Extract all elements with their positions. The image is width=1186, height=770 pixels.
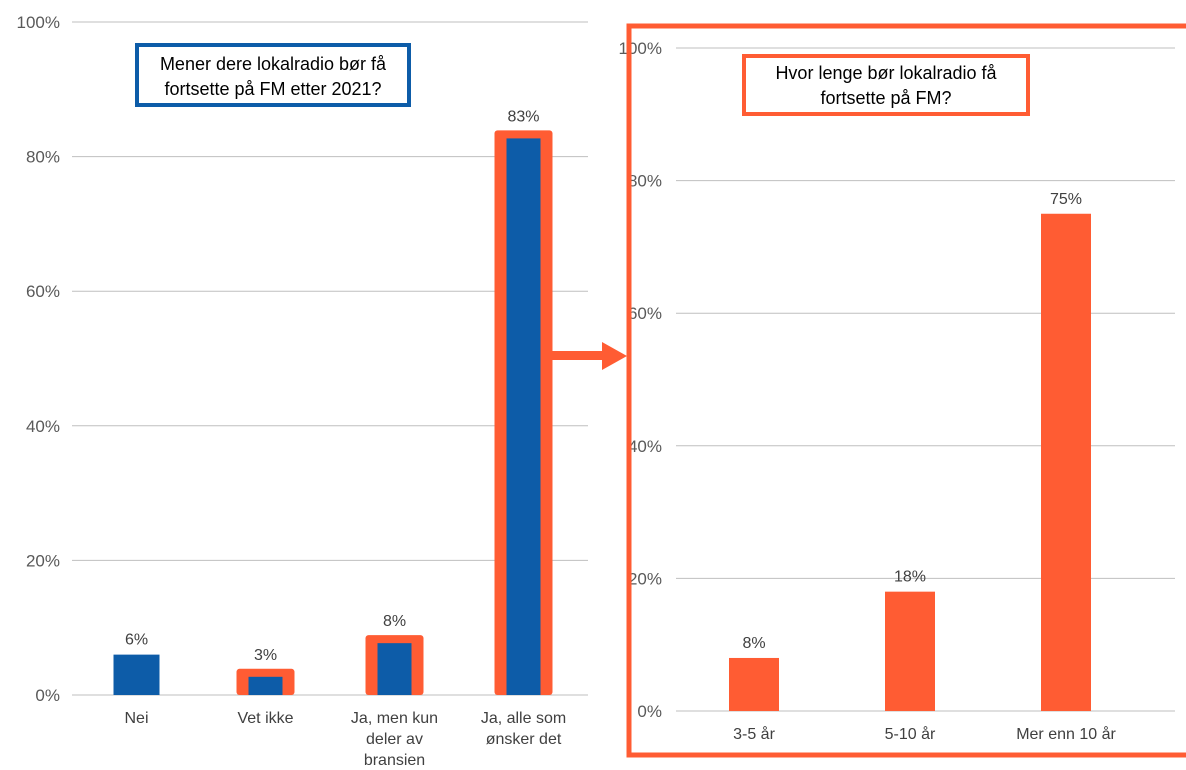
data-label: 8% — [383, 613, 406, 630]
arrow-shaft — [552, 351, 604, 360]
x-tick-label: ønsker det — [486, 731, 562, 748]
chart-panel-2: 0% 20% 40% 60% 80% 100% 8% 3-5 år 18% 5-10 år 75% M… — [619, 39, 1175, 743]
chart-panel-1: 0% 20% 40% 60% 80% 100% 6% Nei 3% Vet ikke 8% Ja, m… — [17, 13, 588, 769]
chart-title-line: Mener dere lokalradio bør få — [160, 54, 387, 74]
data-label: 75% — [1050, 191, 1082, 208]
y-tick-label: 80% — [26, 148, 60, 167]
bar — [729, 657, 779, 711]
x-tick-label: bransjen — [364, 752, 425, 765]
x-tick-label: Ja, men kun — [351, 710, 438, 727]
y-tick-label: 0% — [637, 702, 662, 721]
data-label: 8% — [742, 635, 765, 652]
highlight-frame — [626, 23, 1186, 758]
arrow-head — [602, 342, 627, 370]
x-tick-label: Vet ikke — [237, 710, 293, 727]
bar — [506, 138, 541, 695]
bar — [248, 676, 283, 695]
chart-title-line: Hvor lenge bør lokalradio få — [775, 63, 997, 83]
x-tick-label: Mer enn 10 år — [1016, 725, 1116, 743]
y-tick-label: 60% — [26, 282, 60, 301]
chart-title-line: fortsette på FM etter 2021? — [164, 79, 381, 99]
y-tick-label: 40% — [26, 417, 60, 436]
y-tick-label: 20% — [26, 551, 60, 570]
chart-title-line: fortsette på FM? — [820, 88, 951, 108]
x-tick-label: Nei — [124, 710, 148, 727]
data-label: 3% — [254, 647, 277, 664]
bar — [377, 643, 412, 695]
y-tick-label: 20% — [628, 569, 662, 588]
x-tick-label: deler av — [366, 731, 423, 748]
data-label: 6% — [125, 632, 148, 649]
arrow-icon — [552, 342, 627, 370]
y-tick-label: 0% — [35, 686, 60, 705]
y-tick-label: 60% — [628, 304, 662, 323]
y-tick-label: 100% — [619, 39, 662, 58]
bar — [1041, 213, 1091, 711]
data-label: 83% — [507, 108, 539, 125]
bar — [885, 591, 935, 711]
y-tick-label: 40% — [628, 437, 662, 456]
x-tick-label: 3-5 år — [733, 725, 775, 743]
y-tick-label: 80% — [628, 172, 662, 191]
x-tick-label: Ja, alle som — [481, 710, 566, 727]
chart-title-box — [742, 54, 1030, 116]
data-label: 18% — [894, 569, 926, 586]
y-tick-label: 100% — [17, 13, 60, 32]
x-tick-label: 5-10 år — [885, 725, 936, 743]
bar — [113, 654, 160, 695]
chart-title-box — [135, 43, 411, 107]
